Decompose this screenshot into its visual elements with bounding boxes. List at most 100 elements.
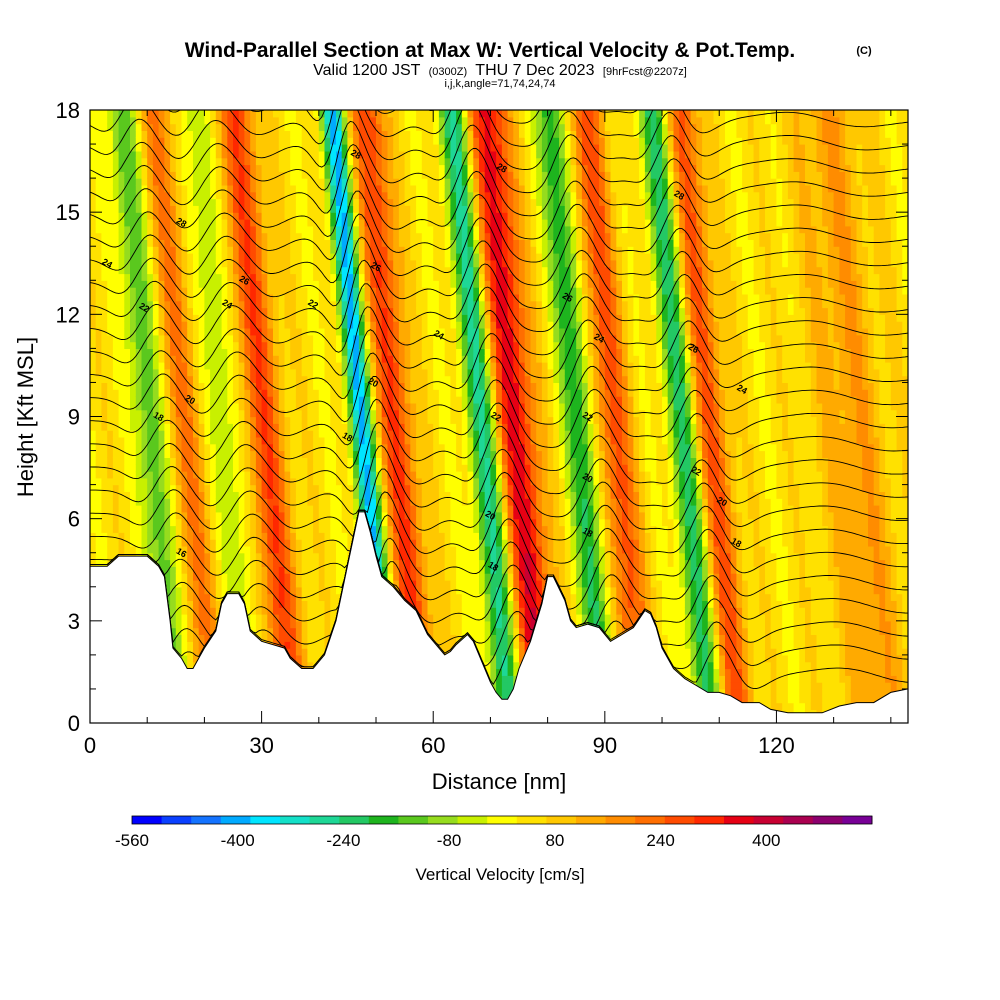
velocity-cell (353, 137, 360, 145)
velocity-cell (290, 280, 297, 288)
velocity-cell (187, 607, 194, 615)
velocity-cell (158, 409, 165, 418)
velocity-cell (393, 545, 400, 554)
velocity-cell (238, 314, 246, 322)
velocity-cell (398, 355, 406, 363)
velocity-cell (112, 450, 120, 459)
velocity-cell (255, 219, 263, 227)
velocity-cell (313, 389, 320, 397)
velocity-cell (387, 321, 394, 329)
velocity-cell (210, 232, 217, 241)
velocity-cell (204, 491, 211, 499)
velocity-cell (398, 402, 406, 411)
velocity-cell (187, 457, 194, 465)
velocity-cell (261, 607, 268, 615)
velocity-cell (381, 280, 389, 288)
velocity-cell (158, 511, 165, 520)
velocity-cell (244, 225, 251, 234)
velocity-cell (261, 586, 268, 595)
velocity-cell (353, 382, 360, 390)
velocity-cell (324, 559, 331, 567)
velocity-cell (107, 436, 114, 445)
velocity-cell (221, 586, 228, 595)
velocity-cell (244, 191, 251, 200)
velocity-cell (175, 402, 183, 411)
velocity-cell (250, 273, 257, 281)
velocity-cell (273, 436, 280, 445)
velocity-cell (290, 212, 297, 220)
velocity-cell (210, 389, 217, 397)
velocity-cell (164, 368, 171, 377)
velocity-cell (107, 430, 114, 438)
velocity-cell (330, 593, 337, 602)
velocity-cell (313, 266, 320, 275)
velocity-cell (101, 471, 108, 479)
velocity-cell (250, 334, 257, 343)
velocity-cell (250, 362, 257, 370)
velocity-cell (376, 518, 383, 527)
velocity-cell (330, 219, 337, 227)
velocity-cell (347, 471, 354, 479)
velocity-cell (227, 491, 234, 499)
velocity-cell (255, 328, 263, 336)
velocity-cell (124, 253, 131, 261)
velocity-cell (330, 368, 337, 377)
velocity-cell (364, 293, 371, 302)
velocity-cell (290, 648, 297, 656)
velocity-cell (95, 430, 103, 438)
velocity-cell (376, 532, 383, 540)
velocity-cell (336, 253, 343, 261)
velocity-cell (358, 266, 366, 275)
velocity-cell (107, 375, 114, 384)
velocity-cell (364, 430, 371, 438)
velocity-cell (244, 396, 251, 404)
velocity-cell (370, 137, 377, 145)
velocity-cell (130, 491, 137, 499)
velocity-cell (358, 232, 366, 241)
velocity-cell (181, 409, 188, 418)
velocity-cell (164, 484, 171, 493)
velocity-cell (290, 130, 297, 138)
velocity-cell (233, 505, 240, 513)
velocity-cell (187, 239, 194, 247)
velocity-cell (238, 287, 246, 295)
velocity-cell (336, 498, 343, 506)
velocity-cell (364, 334, 371, 343)
velocity-cell (164, 375, 171, 384)
velocity-cell (370, 150, 377, 159)
velocity-cell (330, 334, 337, 343)
velocity-cell (278, 164, 286, 172)
velocity-cell (301, 293, 309, 302)
velocity-cell (295, 471, 303, 479)
velocity-cell (376, 280, 383, 288)
velocity-cell (107, 300, 114, 309)
velocity-cell (187, 552, 194, 561)
velocity-cell (295, 171, 303, 179)
velocity-cell (261, 348, 268, 356)
velocity-cell (95, 436, 103, 445)
velocity-cell (130, 450, 137, 459)
velocity-cell (170, 110, 177, 118)
velocity-cell (398, 334, 406, 343)
velocity-cell (198, 219, 206, 227)
velocity-cell (398, 205, 406, 213)
velocity-cell (124, 328, 131, 336)
velocity-cell (301, 321, 309, 329)
velocity-cell (112, 116, 120, 125)
velocity-cell (376, 464, 383, 472)
velocity-cell (381, 355, 389, 363)
velocity-cell (358, 450, 366, 459)
velocity-cell (158, 484, 165, 493)
velocity-cell (364, 436, 371, 445)
velocity-cell (90, 389, 97, 397)
velocity-cell (95, 396, 103, 404)
velocity-cell (290, 307, 297, 315)
velocity-cell (387, 219, 394, 227)
velocity-cell (318, 491, 326, 499)
velocity-cell (118, 328, 125, 336)
velocity-cell (210, 150, 217, 159)
velocity-cell (101, 539, 108, 547)
velocity-cell (170, 382, 177, 390)
velocity-cell (324, 184, 331, 193)
velocity-cell (124, 150, 131, 159)
